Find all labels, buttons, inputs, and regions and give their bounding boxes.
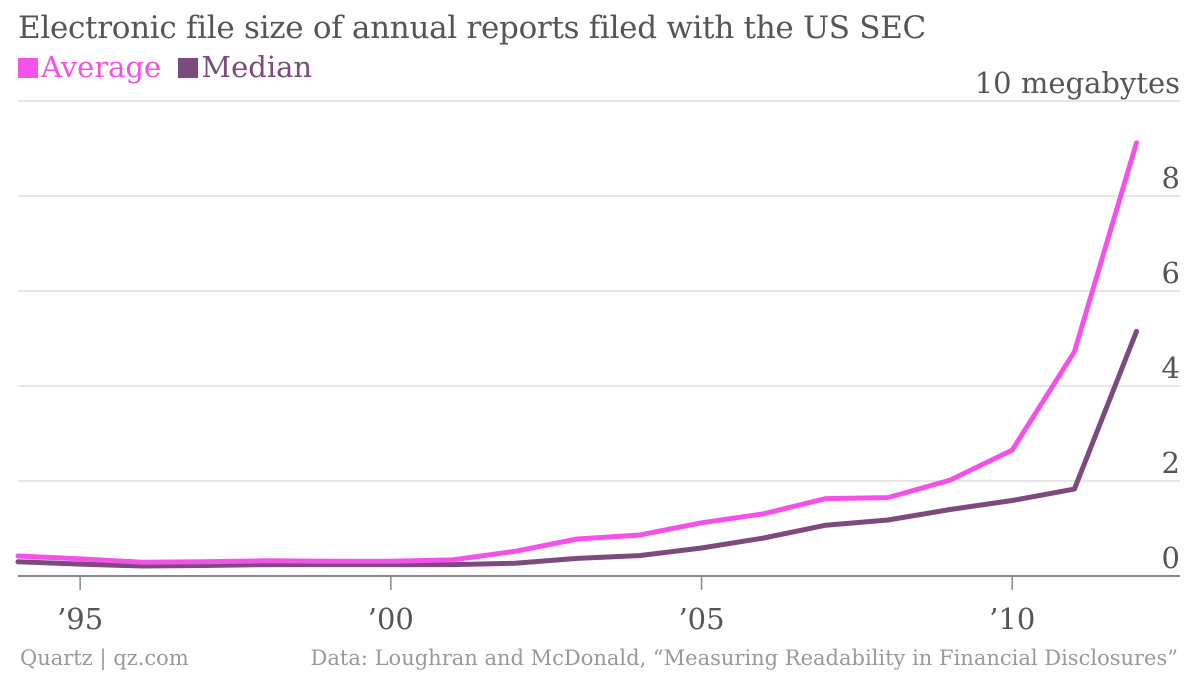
x-tick-label: ’00 (368, 602, 414, 636)
y-tick-label: 6 (1162, 256, 1180, 290)
chart-legend: Average Median (18, 50, 320, 84)
legend-label-average: Average (41, 50, 162, 84)
series-line-median (15, 328, 1139, 569)
legend-item-median: Median (178, 50, 312, 84)
legend-swatch-median (178, 58, 199, 78)
legend-label-median: Median (201, 50, 313, 84)
y-tick-label: 8 (1162, 161, 1180, 195)
y-tick-label: 2 (1162, 446, 1180, 480)
series-line-average (15, 140, 1139, 565)
legend-item-average: Average (18, 50, 161, 84)
y-axis-unit-label: 10 megabytes (975, 66, 1180, 100)
chart-title: Electronic file size of annual reports f… (18, 10, 926, 46)
x-tick-label: ’95 (57, 602, 103, 636)
y-tick-label: 4 (1162, 351, 1180, 385)
footer-source: Data: Loughran and McDonald, “Measuring … (310, 646, 1178, 670)
legend-swatch-average (18, 58, 38, 78)
x-tick-label: ’10 (989, 602, 1035, 636)
footer-credit: Quartz | qz.com (20, 646, 189, 670)
x-tick-label: ’05 (678, 602, 724, 636)
y-tick-label: 0 (1162, 541, 1180, 575)
